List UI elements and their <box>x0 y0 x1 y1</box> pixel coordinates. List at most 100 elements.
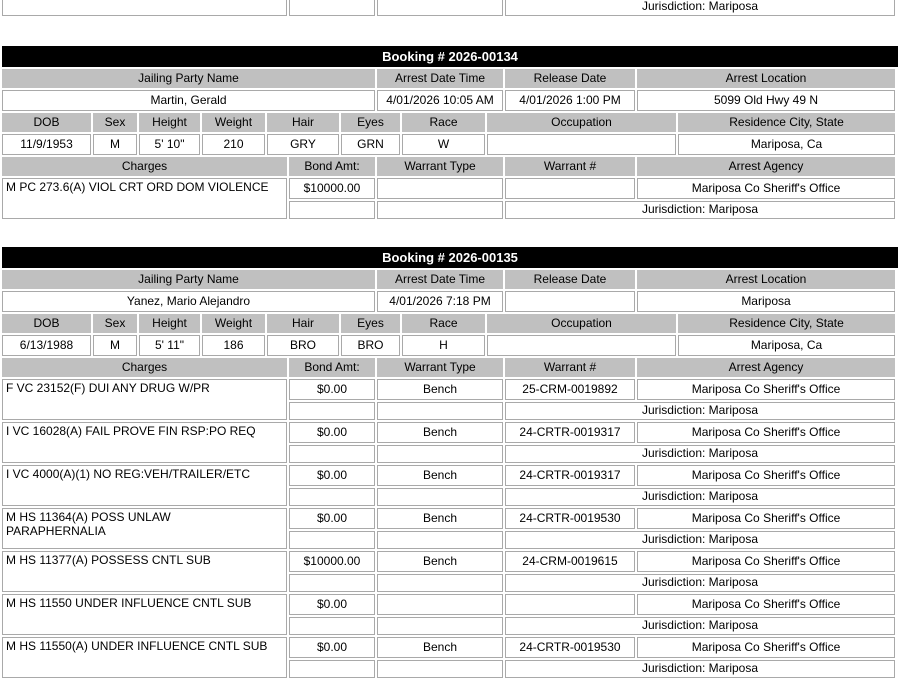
header-bond-amt: Bond Amt: <box>289 157 375 176</box>
jurisdiction-cell: Jurisdiction: Mariposa <box>505 617 895 635</box>
cell-empty <box>377 660 503 678</box>
header-arrest-location: Arrest Location <box>637 69 895 88</box>
cell-weight: 186 <box>202 335 265 356</box>
cell-weight: 210 <box>202 134 265 155</box>
jurisdiction-row: Jurisdiction: Mariposa <box>2 531 895 549</box>
header-sex: Sex <box>93 113 137 132</box>
cell-arrest-location: 5099 Old Hwy 49 N <box>637 90 895 111</box>
cell-occupation <box>487 335 676 356</box>
header-eyes: Eyes <box>341 113 400 132</box>
header-residence-city-state: Residence City, State <box>678 314 895 333</box>
jurisdiction-cell: Jurisdiction: Mariposa <box>505 0 896 16</box>
jurisdiction-row: Jurisdiction: Mariposa <box>2 402 895 420</box>
cell-empty <box>377 531 503 549</box>
charge-row: M HS 11377(A) POSSESS CNTL SUB $10000.00… <box>2 551 895 592</box>
jurisdiction-row: Jurisdiction: Mariposa <box>2 445 895 463</box>
header-warrant-type: Warrant Type <box>377 157 503 176</box>
jurisdiction-cell: Jurisdiction: Mariposa <box>505 574 895 592</box>
cell-warrant-num: 24-CRTR-0019317 <box>505 422 635 443</box>
cell-arrest-location: Mariposa <box>637 291 895 312</box>
cell-bond-amt: $0.00 <box>289 594 375 615</box>
party-table: Jailing Party Name Arrest Date Time Rele… <box>0 67 897 113</box>
cell-charge-name: M HS 11550(A) UNDER INFLUENCE CNTL SUB <box>2 637 287 678</box>
header-sex: Sex <box>93 314 137 333</box>
header-release-date: Release Date <box>505 69 635 88</box>
cell-bond-amt: $10000.00 <box>289 551 375 572</box>
cell-dob: 6/13/1988 <box>2 335 91 356</box>
booking-title-bar: Booking # 2026-00134 <box>2 46 898 67</box>
booking-section-2026-00135: Booking # 2026-00135 Jailing Party Name … <box>0 247 900 680</box>
cell-empty <box>289 402 375 420</box>
booking-title-bar: Booking # 2026-00135 <box>2 247 898 268</box>
jurisdiction-cell: Jurisdiction: Mariposa <box>505 488 895 506</box>
cell-dob: 11/9/1953 <box>2 134 91 155</box>
jurisdiction-cell: Jurisdiction: Mariposa <box>505 201 895 219</box>
cell-bond-amt: $0.00 <box>289 422 375 443</box>
cell-bond-amt: $0.00 <box>289 379 375 400</box>
cell-empty <box>289 445 375 463</box>
header-warrant-num: Warrant # <box>505 358 635 377</box>
cell-sex: M <box>93 134 137 155</box>
cell-arrest-date-time: 4/01/2026 7:18 PM <box>377 291 503 312</box>
cell-warrant-type: Bench <box>377 465 503 486</box>
booking-section-2026-00134: Booking # 2026-00134 Jailing Party Name … <box>0 46 900 221</box>
cell-empty <box>377 0 503 16</box>
cell-charge-name: I VC 4000(A)(1) NO REG:VEH/TRAILER/ETC <box>2 465 287 506</box>
previous-booking-continuation: Jurisdiction: Mariposa <box>0 0 900 22</box>
cell-eyes: GRN <box>341 134 400 155</box>
jurisdiction-row: Jurisdiction: Mariposa <box>2 488 895 506</box>
cell-warrant-num <box>505 178 635 199</box>
cell-empty <box>289 574 375 592</box>
header-charges: Charges <box>2 358 287 377</box>
header-bond-amt: Bond Amt: <box>289 358 375 377</box>
cell-residence-city-state: Mariposa, Ca <box>678 335 895 356</box>
cell-hair: BRO <box>267 335 339 356</box>
cell-release-date <box>505 291 635 312</box>
cell-empty <box>377 445 503 463</box>
cell-height: 5' 10" <box>139 134 200 155</box>
header-eyes: Eyes <box>341 314 400 333</box>
jurisdiction-row: Jurisdiction: Mariposa <box>2 201 895 219</box>
header-height: Height <box>139 314 200 333</box>
header-weight: Weight <box>202 314 265 333</box>
jurisdiction-cell: Jurisdiction: Mariposa <box>505 531 895 549</box>
cell-bond-amt: $0.00 <box>289 465 375 486</box>
header-arrest-date-time: Arrest Date Time <box>377 69 503 88</box>
jurisdiction-cell: Jurisdiction: Mariposa <box>505 660 895 678</box>
header-arrest-location: Arrest Location <box>637 270 895 289</box>
header-arrest-agency: Arrest Agency <box>637 157 895 176</box>
cell-warrant-type: Bench <box>377 637 503 658</box>
header-warrant-type: Warrant Type <box>377 358 503 377</box>
header-height: Height <box>139 113 200 132</box>
cell-empty <box>289 660 375 678</box>
cell-empty <box>289 617 375 635</box>
charge-row: F VC 23152(F) DUI ANY DRUG W/PR $0.00 Be… <box>2 379 895 420</box>
jurisdiction-row: Jurisdiction: Mariposa <box>2 617 895 635</box>
cell-race: H <box>402 335 485 356</box>
header-occupation: Occupation <box>487 113 676 132</box>
cell-charge-name: M HS 11377(A) POSSESS CNTL SUB <box>2 551 287 592</box>
header-occupation: Occupation <box>487 314 676 333</box>
cell-warrant-type <box>377 594 503 615</box>
header-charges: Charges <box>2 157 287 176</box>
cell-arrest-agency: Mariposa Co Sheriff's Office <box>637 465 895 486</box>
cell-warrant-type: Bench <box>377 551 503 572</box>
header-race: Race <box>402 314 485 333</box>
cell-arrest-agency: Mariposa Co Sheriff's Office <box>637 379 895 400</box>
header-dob: DOB <box>2 314 91 333</box>
cell-height: 5' 11" <box>139 335 200 356</box>
cell-charge-name: M HS 11550 UNDER INFLUENCE CNTL SUB <box>2 594 287 635</box>
cell-jailing-party-name: Yanez, Mario Alejandro <box>2 291 375 312</box>
header-hair: Hair <box>267 314 339 333</box>
cell-empty <box>377 574 503 592</box>
cell-empty <box>377 402 503 420</box>
continuation-table: Jurisdiction: Mariposa <box>0 0 897 18</box>
jurisdiction-cell: Jurisdiction: Mariposa <box>505 402 895 420</box>
cell-empty <box>289 0 375 16</box>
cell-empty <box>2 0 287 16</box>
cell-empty <box>289 531 375 549</box>
cell-warrant-num: 24-CRM-0019615 <box>505 551 635 572</box>
cell-warrant-type: Bench <box>377 379 503 400</box>
cell-warrant-type: Bench <box>377 422 503 443</box>
cell-arrest-agency: Mariposa Co Sheriff's Office <box>637 594 895 615</box>
